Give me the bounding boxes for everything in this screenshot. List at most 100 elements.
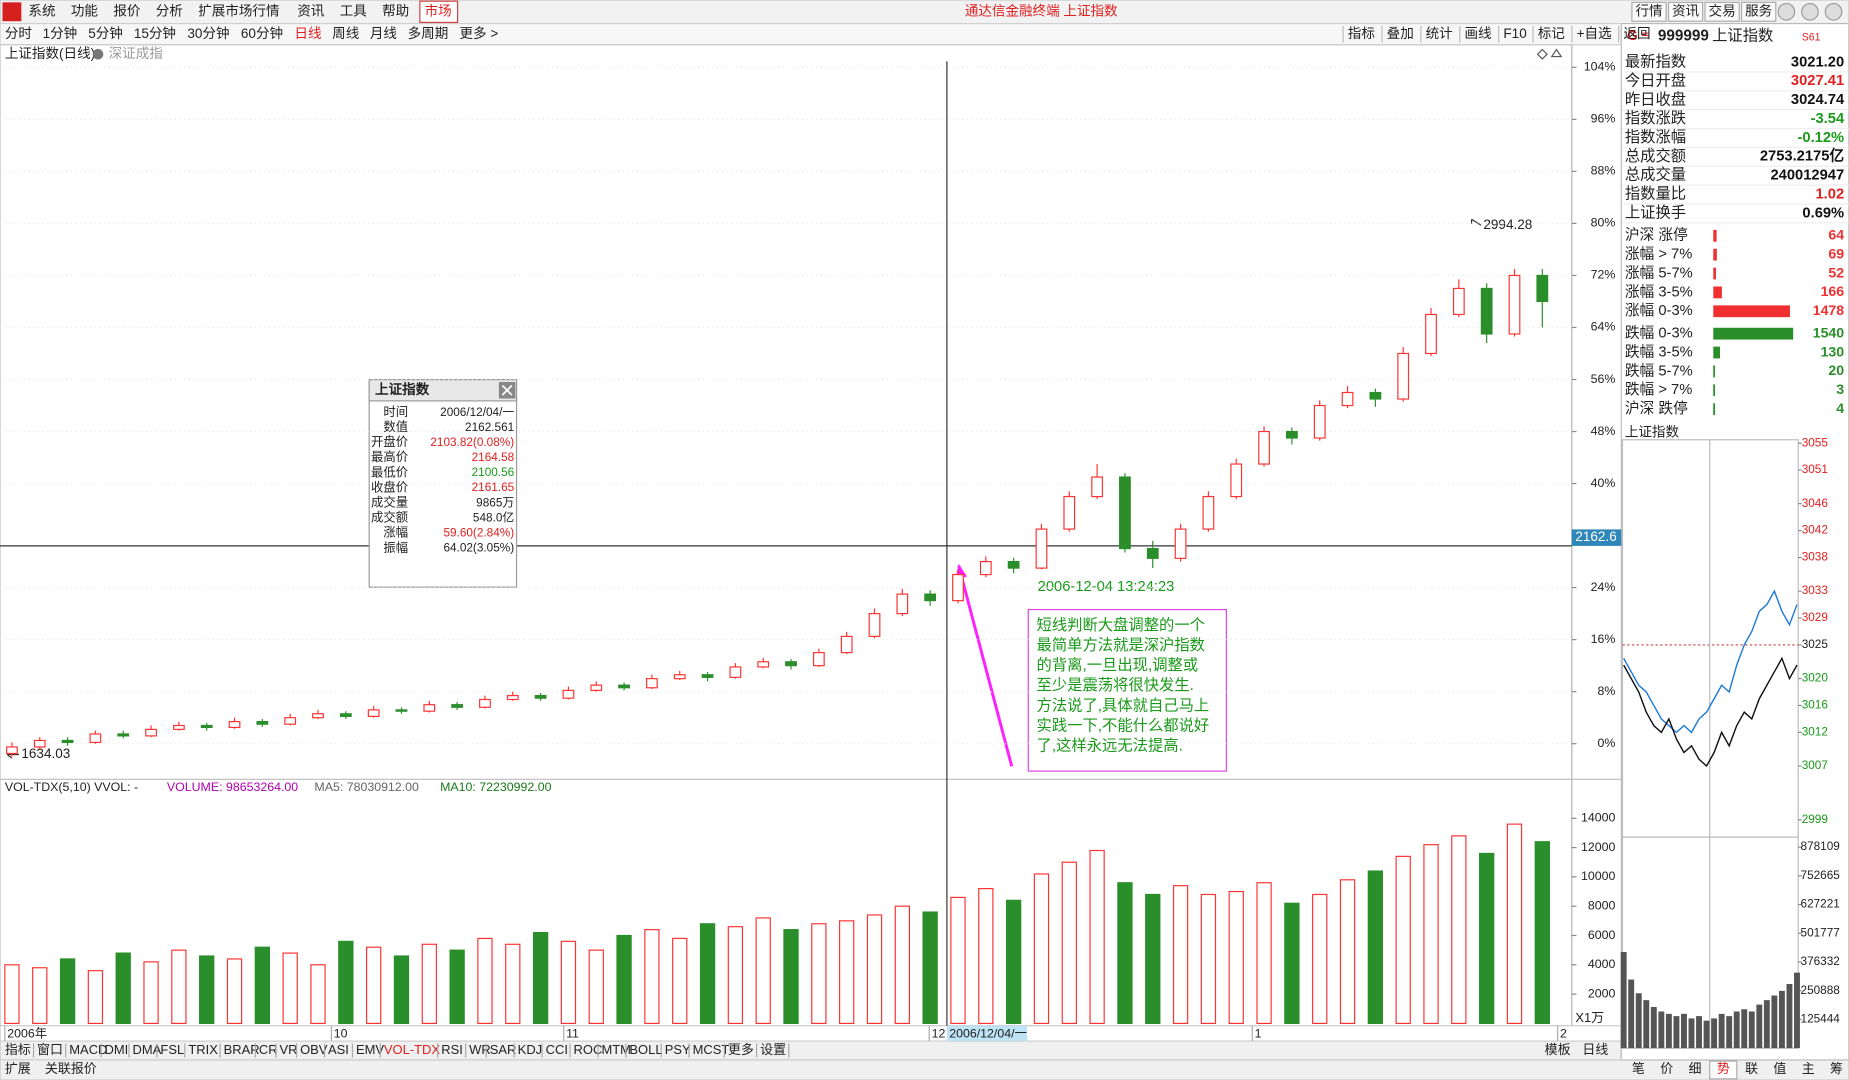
indicator-tab[interactable]: RSI <box>441 1042 463 1057</box>
indicator-tab[interactable]: MACD <box>69 1042 107 1057</box>
indicator-tab[interactable]: VR <box>280 1042 298 1057</box>
tooltip-value: 2162.561 <box>465 421 514 434</box>
breadth-label: 跌幅 0-3% <box>1625 325 1693 342</box>
high-label: 2994.28 <box>1483 217 1532 232</box>
candle-body <box>367 709 380 717</box>
indicator-tab[interactable]: EMV <box>356 1042 384 1057</box>
tool-button[interactable]: 叠加 <box>1387 26 1414 41</box>
panel-button-label[interactable]: 行情 <box>1635 3 1662 18</box>
indicator-tab[interactable]: KDJ <box>518 1042 542 1057</box>
scale-icon[interactable] <box>1550 48 1563 58</box>
side-tab[interactable]: 势 <box>1717 1061 1730 1076</box>
annotation-line: 了,这样永远无法提高. <box>1037 737 1183 754</box>
indicator-tab[interactable]: 指标 <box>5 1042 31 1057</box>
side-tab[interactable]: 细 <box>1689 1061 1702 1076</box>
side-tab[interactable]: 筹 <box>1830 1061 1843 1076</box>
panel-button[interactable] <box>1740 1 1777 22</box>
market-tab[interactable] <box>419 0 459 23</box>
y-tick-label: 104% <box>1584 60 1616 74</box>
close-button[interactable] <box>1824 2 1843 21</box>
indicator-tab[interactable]: DMI <box>105 1042 129 1057</box>
indicator-tab[interactable]: SAR <box>490 1042 517 1057</box>
indicator-tab[interactable]: FSL <box>160 1042 184 1057</box>
quote-menu[interactable]: ≡ <box>1641 28 1649 43</box>
indicator-tab[interactable]: MTM <box>601 1042 631 1057</box>
indicator-tab[interactable]: CCI <box>546 1042 568 1057</box>
side-tab[interactable]: 联 <box>1745 1061 1758 1076</box>
panel-button[interactable] <box>1704 1 1740 22</box>
period-tab[interactable]: 日线 <box>294 26 322 41</box>
indicator-tab[interactable]: BRAR <box>224 1042 260 1057</box>
zoom-icon[interactable] <box>1536 48 1548 60</box>
overlay-icon[interactable] <box>92 48 104 60</box>
panel-button-label[interactable]: 资讯 <box>1672 3 1700 18</box>
footer-tab[interactable]: 关联报价 <box>45 1061 97 1076</box>
period-tab[interactable]: 月线 <box>370 26 398 41</box>
menu-item[interactable]: 报价 <box>113 3 141 18</box>
indicator-tab[interactable]: TRIX <box>188 1042 218 1057</box>
tool-button[interactable]: F10 <box>1503 26 1526 41</box>
market-item[interactable]: 市场 <box>425 2 452 18</box>
side-tab[interactable]: 价 <box>1660 1061 1673 1076</box>
period-tab[interactable]: 60分钟 <box>241 25 283 41</box>
indicator-tab[interactable]: 设置 <box>760 1042 786 1057</box>
indicator-tab[interactable]: DMA <box>132 1042 161 1057</box>
tool-button[interactable]: 统计 <box>1426 26 1453 41</box>
menu-item[interactable]: 资讯 <box>297 3 325 18</box>
period-tab[interactable]: 15分钟 <box>134 25 176 41</box>
indicator-tab[interactable]: ROC <box>574 1042 603 1057</box>
y-tick-label: 88% <box>1591 164 1616 178</box>
period-tab[interactable]: 周线 <box>332 26 360 41</box>
period-tab[interactable]: 分时 <box>5 26 33 41</box>
breadth-bar <box>1713 267 1716 280</box>
indicator-right[interactable]: 日线 <box>1582 1042 1608 1057</box>
menu-item[interactable]: 帮助 <box>382 3 409 18</box>
indicator-tab[interactable]: OBV <box>300 1042 328 1057</box>
panel-button-label[interactable]: 交易 <box>1709 2 1736 18</box>
tool-button[interactable]: 标记 <box>1538 26 1566 41</box>
breadth-count: 166 <box>1821 283 1845 299</box>
tool-button[interactable]: 返回 <box>1623 26 1650 41</box>
candle-body <box>952 574 964 602</box>
intraday-tick-label: 3029 <box>1802 611 1828 624</box>
indicator-tab[interactable]: BOLL <box>629 1042 662 1057</box>
indicator-tab[interactable]: MCST <box>693 1042 730 1057</box>
indicator-tab[interactable]: 窗口 <box>37 1042 63 1057</box>
period-tab[interactable]: 多周期 <box>408 25 449 41</box>
y-tick-label: 40% <box>1591 476 1616 490</box>
menu-item[interactable]: 扩展市场行情 <box>198 2 279 18</box>
menu-item[interactable]: 功能 <box>71 3 99 18</box>
indicator-tab[interactable]: CR <box>259 1042 278 1057</box>
tool-button[interactable]: +自选 <box>1577 26 1612 41</box>
menu-item[interactable]: 系统 <box>28 3 55 18</box>
maximize-button[interactable] <box>1801 2 1819 21</box>
tooltip-value: 2006/12/04/一 <box>440 406 514 419</box>
panel-button-label[interactable]: 服务 <box>1745 3 1773 18</box>
side-tab[interactable]: 笔 <box>1632 1061 1645 1076</box>
minimize-button[interactable] <box>1777 2 1796 21</box>
panel-button[interactable] <box>1667 1 1704 22</box>
menu-item[interactable]: 分析 <box>156 3 183 18</box>
indicator-tab[interactable]: WR <box>469 1042 491 1057</box>
menu-item[interactable]: 工具 <box>340 3 368 18</box>
breadth-bar <box>1713 286 1722 299</box>
tool-button[interactable]: 指标 <box>1348 26 1375 41</box>
annotation-line: 实践一下,不能什么都说好 <box>1037 717 1210 734</box>
intraday-tick-label: 2999 <box>1802 813 1828 826</box>
period-tab[interactable]: 1分钟 <box>43 25 78 41</box>
period-tab[interactable]: 更多 > <box>459 25 498 41</box>
indicator-tab[interactable]: ASI <box>328 1042 349 1057</box>
candle-body <box>1063 495 1076 530</box>
indicator-right[interactable]: 模板 <box>1545 1042 1571 1057</box>
intraday-tick-label: 3042 <box>1802 524 1828 537</box>
indicator-tab[interactable]: VOL-TDX <box>384 1042 440 1057</box>
panel-button[interactable] <box>1631 1 1667 22</box>
tool-button[interactable]: 画线 <box>1465 26 1493 41</box>
period-tab[interactable]: 30分钟 <box>187 25 229 41</box>
footer-tab[interactable]: 扩展 <box>5 1061 31 1076</box>
indicator-tab[interactable]: PSY <box>665 1042 691 1057</box>
period-tab[interactable]: 5分钟 <box>88 25 123 41</box>
side-tab[interactable]: 值 <box>1773 1061 1786 1076</box>
side-tab[interactable]: 主 <box>1802 1061 1815 1076</box>
indicator-tab[interactable]: 更多 <box>728 1042 754 1057</box>
